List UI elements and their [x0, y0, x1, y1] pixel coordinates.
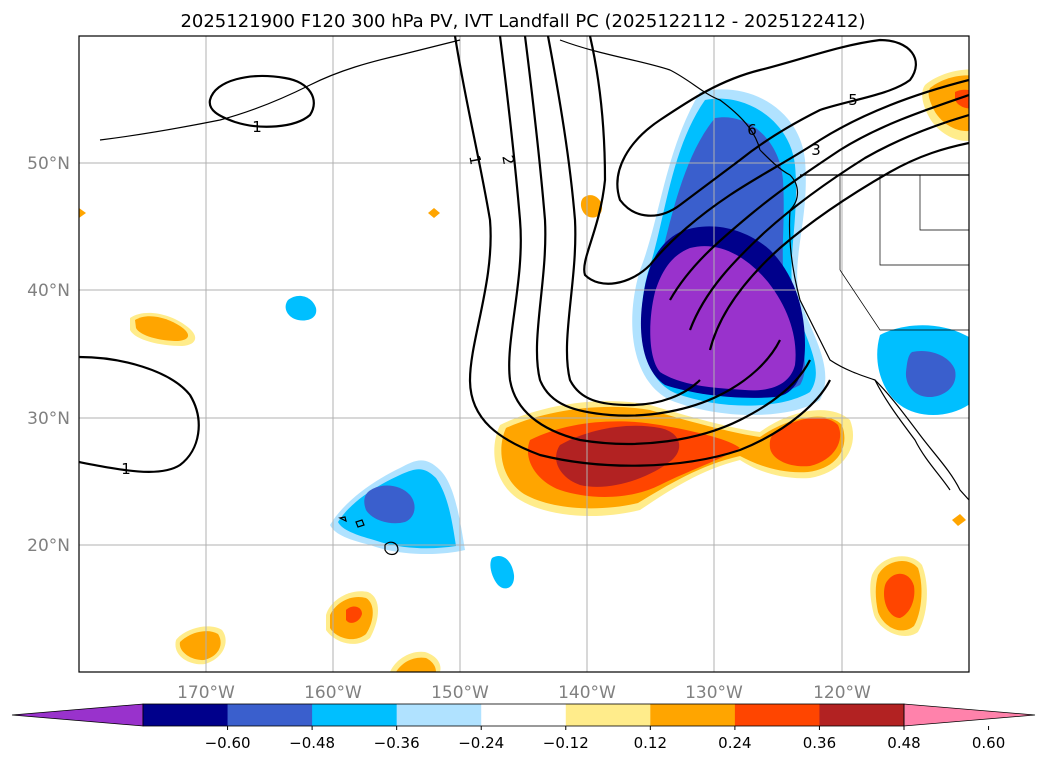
colorbar-segment	[734, 704, 820, 726]
lon-label-170w: 170°W	[177, 683, 235, 703]
colorbar-extend-low	[11, 703, 144, 727]
contour-label-1b: 1	[121, 460, 131, 478]
colorbar-tick-label: 0.24	[718, 734, 751, 752]
shade-orange-small-1	[580, 195, 603, 218]
colorbar-tick-label: −0.24	[458, 734, 504, 752]
shade-orange-west-core	[135, 316, 189, 341]
lon-label-130w: 130°W	[685, 683, 743, 703]
colorbar-segment	[227, 704, 313, 726]
map-title: 2025121900 F120 300 hPa PV, IVT Landfall…	[180, 11, 865, 32]
colorbar-tick-label: 0.36	[803, 734, 836, 752]
shade-orange-south	[179, 631, 221, 661]
coast-alaska	[99, 39, 761, 151]
contour-alaska-loop	[208, 74, 315, 128]
colorbar-extend-high	[903, 703, 1036, 727]
contour-1-north	[453, 36, 831, 467]
shade-medblue-hawaii	[364, 485, 415, 524]
colorbar-segment	[396, 704, 482, 726]
colorbar-tick-label: 0.60	[972, 734, 1005, 752]
colorbar: −0.60 −0.48 −0.36 −0.24 −0.12 0.12 0.24 0.36 0.4…	[11, 703, 1036, 752]
colorbar-tick-label: −0.48	[289, 734, 335, 752]
colorbar-tick-label: −0.12	[543, 734, 589, 752]
shade-orange-bottom	[396, 657, 436, 672]
contour-label-3: 3	[811, 141, 821, 159]
contour-2	[498, 36, 811, 445]
contour-landfall-1	[649, 78, 969, 266]
shade-small-cyan-2	[490, 555, 515, 589]
map-layers: 1 1 1 2 3 5 6	[79, 36, 969, 672]
colorbar-outline	[142, 703, 905, 727]
shade-orange-small-3	[79, 208, 86, 218]
shade-red-east	[769, 417, 841, 467]
colorbar-segment	[819, 704, 905, 726]
lat-label-30n: 30°N	[27, 409, 70, 429]
colorbar-segment	[481, 704, 567, 726]
shade-red-southeast	[884, 573, 915, 618]
us-state-borders	[839, 175, 969, 331]
lat-label-40n: 40°N	[27, 281, 70, 301]
shade-orange-small-2	[428, 208, 440, 218]
shade-red-south-2	[346, 606, 362, 623]
colorbar-segment	[312, 704, 398, 726]
contour-label-6: 6	[747, 121, 757, 139]
contour-label-group: 1 1 1 2 3 5 6	[121, 91, 858, 478]
colorbar-segment	[565, 704, 651, 726]
shade-medblue-southwest-us	[905, 350, 956, 398]
colorbar-tick-label: −0.36	[374, 734, 420, 752]
map-frame	[78, 35, 970, 673]
lon-label-140w: 140°W	[558, 683, 616, 703]
negative-anomaly-shading	[285, 89, 969, 589]
hawaii-islands	[338, 516, 399, 556]
colorbar-segment	[143, 704, 229, 726]
contour-label-5: 5	[848, 91, 858, 109]
contour-4	[546, 36, 701, 407]
colorbar-segment	[650, 704, 736, 726]
contour-3	[523, 36, 781, 417]
coast-baja	[874, 379, 951, 491]
lon-label-150w: 150°W	[431, 683, 489, 703]
lat-label-20n: 20°N	[27, 536, 70, 556]
contour-label-2: 2	[498, 154, 517, 167]
lon-label-160w: 160°W	[304, 683, 362, 703]
contour-landfall-3	[688, 113, 969, 331]
contour-landfall-2	[669, 93, 969, 301]
contour-5	[583, 36, 651, 285]
axis-labels: 170°W 160°W 150°W 140°W 130°W 120°W 50°N…	[27, 154, 871, 703]
shade-orange-small-4	[952, 514, 966, 526]
lon-label-120w: 120°W	[813, 683, 871, 703]
contour-label-1c: 1	[465, 154, 484, 167]
lat-label-50n: 50°N	[27, 154, 70, 174]
graticule	[79, 36, 969, 672]
shade-red-northeast-corner	[955, 89, 969, 109]
coast-west-us	[788, 209, 969, 501]
colorbar-tick-label: −0.60	[205, 734, 251, 752]
contour-label-1a: 1	[252, 118, 262, 136]
colorbar-tick-label: 0.48	[887, 734, 920, 752]
contour-1-west	[79, 355, 200, 473]
contour-northeast-loop	[616, 38, 917, 217]
pv-contours	[79, 36, 969, 473]
coast-british-columbia	[759, 149, 799, 211]
shade-small-cyan-1	[285, 295, 317, 321]
colorbar-tick-label: 0.12	[634, 734, 667, 752]
contour-landfall-4	[708, 141, 969, 351]
